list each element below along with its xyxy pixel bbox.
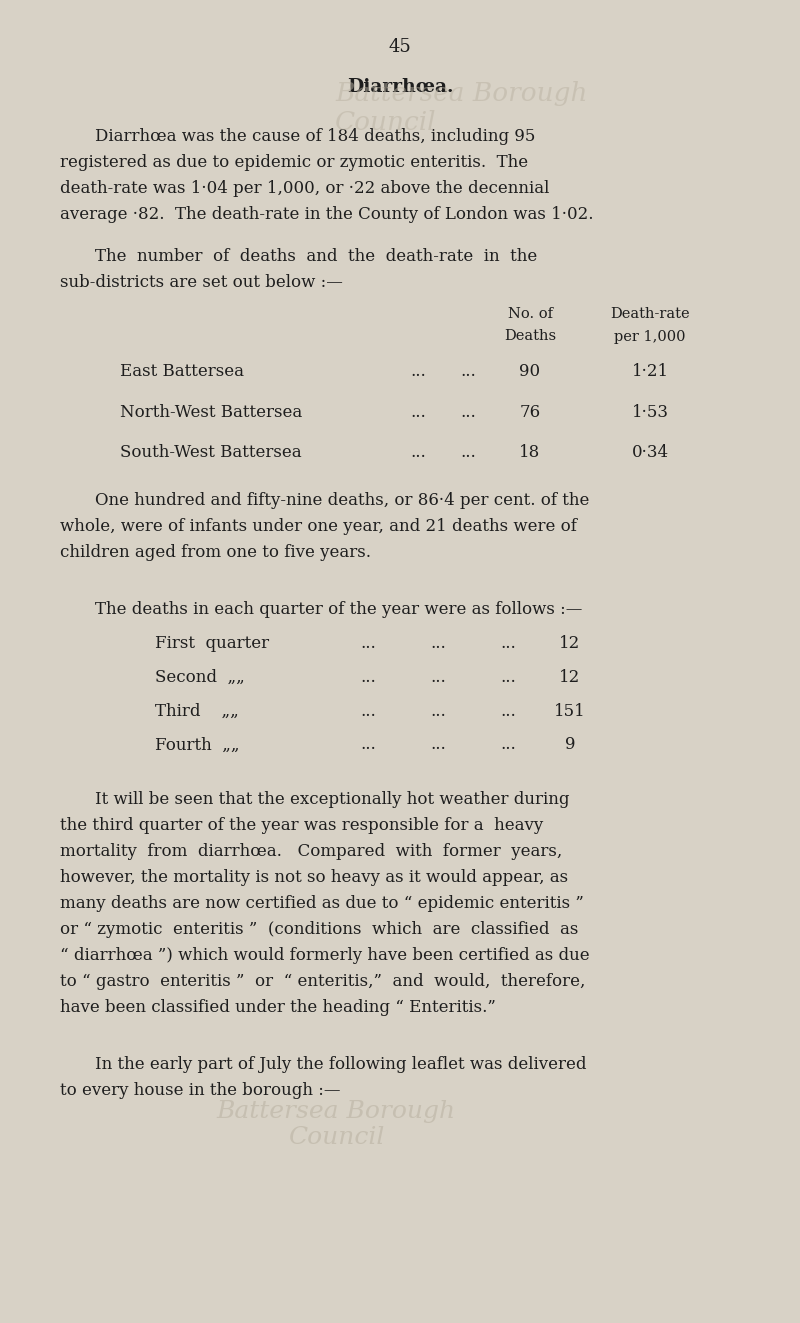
Text: Deaths: Deaths — [504, 329, 556, 344]
Text: ...: ... — [460, 364, 476, 380]
Text: ...: ... — [430, 737, 446, 753]
Text: It will be seen that the exceptionally hot weather during: It will be seen that the exceptionally h… — [95, 791, 570, 808]
Text: The deaths in each quarter of the year were as follows :—: The deaths in each quarter of the year w… — [95, 601, 582, 618]
Text: Death-rate: Death-rate — [610, 307, 690, 321]
Text: children aged from one to five years.: children aged from one to five years. — [60, 544, 371, 561]
Text: 0·34: 0·34 — [631, 445, 669, 460]
Text: 76: 76 — [519, 404, 541, 421]
Text: many deaths are now certified as due to “ epidemic enteritis ”: many deaths are now certified as due to … — [60, 894, 584, 912]
Text: have been classified under the heading “ Enteritis.”: have been classified under the heading “… — [60, 999, 496, 1016]
Text: 90: 90 — [519, 364, 541, 380]
Text: average ·82.  The death-rate in the County of London was 1·02.: average ·82. The death-rate in the Count… — [60, 206, 594, 224]
Text: One hundred and fifty-nine deaths, or 86·4 per cent. of the: One hundred and fifty-nine deaths, or 86… — [95, 492, 590, 509]
Text: First  quarter: First quarter — [155, 635, 269, 652]
Text: 18: 18 — [519, 445, 541, 460]
Text: North-West Battersea: North-West Battersea — [120, 404, 302, 421]
Text: ...: ... — [360, 703, 376, 720]
Text: The  number  of  deaths  and  the  death-rate  in  the: The number of deaths and the death-rate … — [95, 247, 538, 265]
Text: whole, were of infants under one year, and 21 deaths were of: whole, were of infants under one year, a… — [60, 519, 577, 534]
Text: ...: ... — [460, 404, 476, 421]
Text: Fourth  „„: Fourth „„ — [155, 737, 239, 753]
Text: sub-districts are set out below :—: sub-districts are set out below :— — [60, 274, 343, 291]
Text: 1·53: 1·53 — [631, 404, 669, 421]
Text: ...: ... — [410, 404, 426, 421]
Text: ...: ... — [500, 737, 516, 753]
Text: 12: 12 — [559, 669, 581, 685]
Text: Second  „„: Second „„ — [155, 669, 245, 685]
Text: registered as due to epidemic or zymotic enteritis.  The: registered as due to epidemic or zymotic… — [60, 153, 528, 171]
Text: 1·21: 1·21 — [631, 364, 669, 380]
Text: mortality  from  diarrhœa.   Compared  with  former  years,: mortality from diarrhœa. Compared with f… — [60, 843, 562, 860]
Text: or “ zymotic  enteritis ”  (conditions  which  are  classified  as: or “ zymotic enteritis ” (conditions whi… — [60, 921, 578, 938]
Text: ...: ... — [500, 635, 516, 652]
Text: 151: 151 — [554, 703, 586, 720]
Text: Diarrhœa was the cause of 184 deaths, including 95: Diarrhœa was the cause of 184 deaths, in… — [95, 128, 535, 146]
Text: Battersea Borough
Council: Battersea Borough Council — [217, 1099, 455, 1150]
Text: South-West Battersea: South-West Battersea — [120, 445, 302, 460]
Text: “ diarrhœa ”) which would formerly have been certified as due: “ diarrhœa ”) which would formerly have … — [60, 947, 590, 964]
Text: ...: ... — [360, 635, 376, 652]
Text: ...: ... — [410, 445, 426, 460]
Text: 12: 12 — [559, 635, 581, 652]
Text: ...: ... — [430, 635, 446, 652]
Text: No. of: No. of — [507, 307, 553, 321]
Text: ...: ... — [500, 669, 516, 685]
Text: East Battersea: East Battersea — [120, 364, 244, 380]
Text: ...: ... — [460, 445, 476, 460]
Text: however, the mortality is not so heavy as it would appear, as: however, the mortality is not so heavy a… — [60, 869, 568, 886]
Text: to “ gastro  enteritis ”  or  “ enteritis,”  and  would,  therefore,: to “ gastro enteritis ” or “ enteritis,”… — [60, 972, 586, 990]
Text: ...: ... — [410, 364, 426, 380]
Text: ...: ... — [500, 703, 516, 720]
Text: ...: ... — [360, 737, 376, 753]
Text: 9: 9 — [565, 737, 575, 753]
Text: 45: 45 — [389, 38, 411, 56]
Text: ...: ... — [430, 703, 446, 720]
Text: the third quarter of the year was responsible for a  heavy: the third quarter of the year was respon… — [60, 818, 543, 833]
Text: death-rate was 1·04 per 1,000, or ·22 above the decennial: death-rate was 1·04 per 1,000, or ·22 ab… — [60, 180, 550, 197]
Text: Diarrhœa.: Diarrhœa. — [346, 78, 454, 97]
Text: to every house in the borough :—: to every house in the borough :— — [60, 1082, 341, 1099]
Text: In the early part of July the following leaflet was delivered: In the early part of July the following … — [95, 1056, 586, 1073]
Text: per 1,000: per 1,000 — [614, 329, 686, 344]
Text: Third    „„: Third „„ — [155, 703, 238, 720]
Text: ...: ... — [360, 669, 376, 685]
Text: Battersea Borough
Council: Battersea Borough Council — [335, 81, 587, 135]
Text: ...: ... — [430, 669, 446, 685]
